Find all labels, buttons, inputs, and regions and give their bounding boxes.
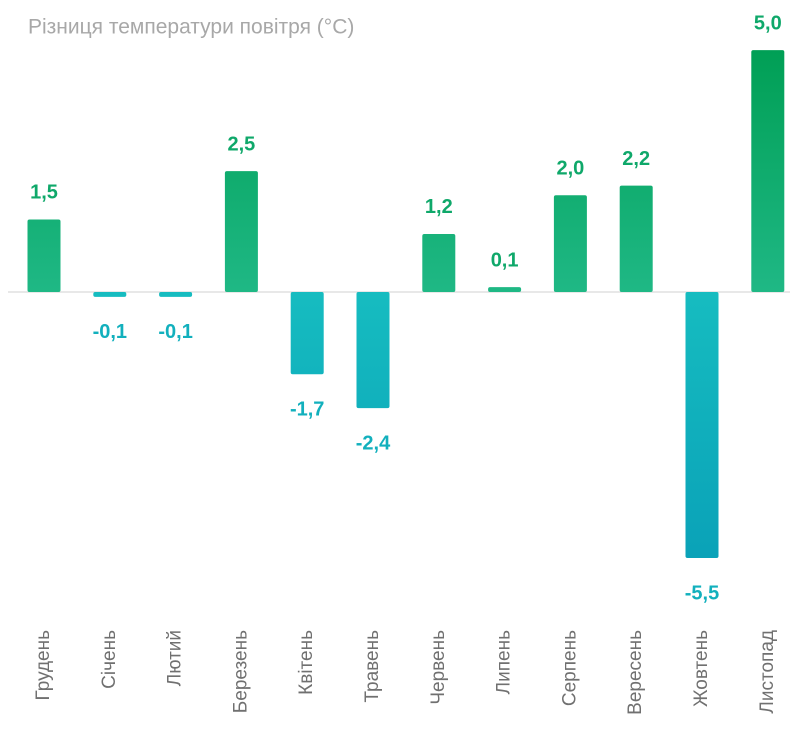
- chart-title: Різниця температури повітря (°C): [28, 16, 354, 39]
- bar: [488, 287, 522, 292]
- bar: [422, 233, 456, 292]
- value-label: -0,1: [158, 321, 192, 343]
- x-tick-label: Травень: [362, 630, 383, 703]
- value-label: 0,1: [491, 249, 519, 271]
- x-tick-label: Квітень: [296, 630, 317, 695]
- bar: [224, 171, 258, 292]
- bar: [685, 292, 719, 558]
- x-tick-label: Липень: [494, 630, 515, 694]
- bar: [159, 292, 193, 297]
- x-tick-label: Червень: [428, 630, 449, 705]
- bar: [93, 292, 127, 297]
- x-tick-label: Вересень: [625, 630, 646, 715]
- value-label: 1,5: [30, 182, 58, 204]
- value-label: -2,4: [356, 432, 391, 454]
- value-label: -5,5: [685, 582, 719, 604]
- bar: [27, 219, 61, 292]
- value-label: 2,5: [227, 133, 255, 155]
- value-label: 2,2: [622, 148, 650, 170]
- value-label: 5,0: [754, 12, 782, 34]
- value-label: -1,7: [290, 398, 324, 420]
- bar: [751, 50, 785, 292]
- value-label: 1,2: [425, 196, 453, 218]
- x-tick-label: Лютий: [165, 630, 186, 686]
- x-tick-label: Листопад: [757, 630, 778, 714]
- x-tick-label: Березень: [230, 630, 251, 713]
- bar: [553, 195, 587, 292]
- x-tick-label: Січень: [99, 630, 120, 689]
- bar: [290, 292, 324, 375]
- bar: [356, 292, 390, 409]
- x-tick-label: Грудень: [33, 630, 54, 701]
- value-label: -0,1: [93, 321, 127, 343]
- value-label: 2,0: [556, 158, 584, 180]
- x-tick-label: Серпень: [559, 630, 580, 706]
- x-tick-label: Жовтень: [691, 630, 712, 707]
- bar: [619, 185, 653, 292]
